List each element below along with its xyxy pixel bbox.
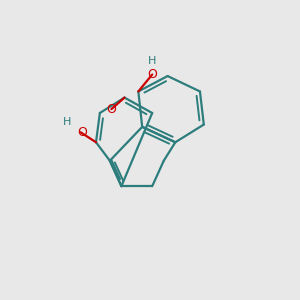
Text: O: O bbox=[77, 126, 87, 139]
Text: O: O bbox=[106, 103, 116, 116]
Text: H: H bbox=[148, 56, 156, 66]
Text: O: O bbox=[147, 68, 157, 81]
Text: H: H bbox=[63, 117, 72, 127]
